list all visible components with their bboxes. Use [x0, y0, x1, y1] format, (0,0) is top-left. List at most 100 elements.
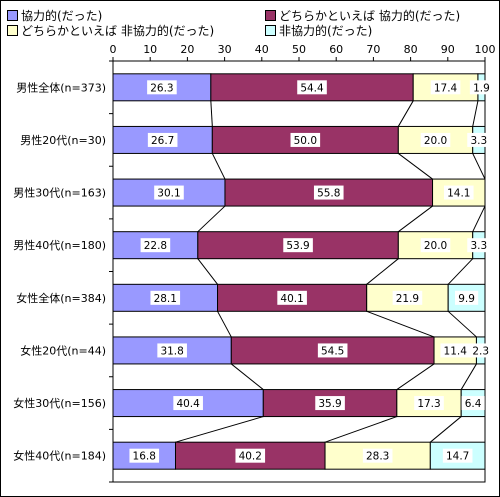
data-label-6-4: 2.3 — [472, 345, 489, 357]
data-label-1-4: 1.9 — [473, 82, 490, 94]
legend-label-1: 協力的(だった) — [21, 9, 103, 23]
x-tick-label-30: 30 — [218, 43, 232, 56]
category-label-1: 男性全体(n=373) — [16, 80, 106, 94]
data-label-4-4: 3.3 — [471, 240, 488, 252]
series-line-3-0 — [197, 258, 218, 285]
data-label-7-4: 6.4 — [465, 398, 482, 410]
data-label-5-3: 21.9 — [396, 293, 419, 305]
data-label-6-2: 54.5 — [321, 345, 344, 357]
series-line-3-2 — [447, 258, 474, 285]
data-label-bg-7-1 — [173, 396, 203, 411]
x-tick-label-50: 50 — [292, 43, 306, 56]
category-label-5: 女性全体(n=384) — [16, 291, 106, 305]
legend-label-2: どちらかといえば 協力的(だった) — [279, 9, 461, 23]
data-label-bg-2-3 — [420, 132, 451, 147]
category-label-3: 男性30代(n=163) — [13, 186, 106, 200]
data-label-4-2: 53.9 — [286, 240, 309, 252]
series-line-1-0 — [211, 153, 226, 180]
data-label-bg-2-1 — [147, 132, 178, 147]
legend-swatch-2 — [265, 10, 276, 21]
data-label-8-2: 40.2 — [239, 451, 262, 463]
legend-label-4: 非協力的(だった) — [279, 24, 373, 38]
data-label-bg-6-4 — [469, 343, 493, 358]
series-line-1-2 — [472, 153, 486, 180]
x-tick-label-90: 90 — [441, 43, 455, 56]
data-label-2-3: 20.0 — [424, 135, 447, 147]
data-label-bg-7-3 — [414, 396, 444, 411]
x-tick-label-20: 20 — [180, 43, 194, 56]
series-line-6-1 — [324, 416, 398, 443]
data-label-3-1: 30.1 — [157, 188, 180, 200]
data-label-3-3: 14.1 — [447, 188, 470, 200]
x-tick-label-60: 60 — [329, 43, 343, 56]
series-line-4-2 — [447, 310, 477, 338]
data-label-8-3: 28.3 — [366, 451, 389, 463]
data-label-bg-4-3 — [420, 238, 451, 253]
legend-item-4: 非協力的(だった) — [265, 22, 372, 39]
series-line-4-1 — [366, 310, 435, 338]
category-label-8: 女性40代(n=184) — [13, 449, 106, 463]
series-line-0-0 — [210, 100, 213, 127]
legend-swatch-1 — [7, 10, 18, 21]
series-line-2-2 — [472, 205, 486, 232]
data-label-bg-5-1 — [150, 290, 181, 305]
series-line-1-1 — [398, 153, 433, 180]
data-label-bg-1-1 — [147, 80, 177, 95]
data-label-7-2: 35.9 — [318, 398, 341, 410]
legend-item-2: どちらかといえば 協力的(だった) — [265, 7, 460, 24]
data-label-5-2: 40.1 — [280, 293, 303, 305]
data-label-1-3: 17.4 — [434, 82, 458, 94]
series-line-2-0 — [197, 205, 226, 233]
data-label-3-2: 55.8 — [317, 188, 340, 200]
data-label-bg-7-2 — [315, 396, 345, 411]
data-label-bg-6-1 — [157, 343, 187, 358]
data-label-bg-8-3 — [362, 448, 393, 463]
legend-swatch-3 — [7, 25, 18, 36]
series-line-6-2 — [429, 416, 462, 443]
x-tick-label-40: 40 — [255, 43, 269, 56]
series-line-6-0 — [175, 416, 264, 443]
data-label-bg-6-2 — [317, 343, 348, 358]
data-label-bg-1-3 — [430, 80, 461, 95]
data-label-5-1: 28.1 — [154, 293, 177, 305]
data-label-bg-4-1 — [140, 238, 171, 253]
series-line-5-0 — [230, 363, 264, 390]
data-label-bg-8-4 — [442, 448, 473, 463]
category-label-4: 男性40代(n=180) — [13, 238, 106, 252]
plot-area — [112, 60, 486, 483]
category-label-2: 男性20代(n=30) — [20, 133, 106, 147]
data-label-2-4: 3.3 — [471, 135, 488, 147]
x-tick-label-100: 100 — [475, 43, 496, 56]
series-line-2-1 — [398, 205, 433, 233]
data-label-bg-7-4 — [461, 396, 485, 411]
data-label-1-2: 54.4 — [300, 82, 324, 94]
legend-item-3: どちらかといえば 非協力的(だった) — [7, 22, 214, 39]
x-tick-label-70: 70 — [366, 43, 380, 56]
data-label-bg-4-2 — [283, 238, 313, 253]
series-line-5-2 — [460, 363, 477, 390]
data-label-bg-5-3 — [392, 290, 423, 305]
legend-label-3: どちらかといえば 非協力的(だった) — [21, 24, 215, 38]
series-line-0-1 — [397, 100, 414, 127]
data-label-2-2: 50.0 — [294, 135, 317, 147]
data-label-bg-1-4 — [469, 80, 494, 95]
data-label-7-1: 40.4 — [176, 398, 200, 410]
data-label-5-4: 9.9 — [458, 293, 475, 305]
data-label-4-1: 22.8 — [144, 240, 167, 252]
data-label-bg-1-2 — [297, 80, 327, 95]
data-label-2-1: 26.7 — [151, 135, 174, 147]
category-label-7: 女性30代(n=156) — [13, 396, 106, 410]
data-label-bg-2-2 — [290, 132, 321, 147]
data-label-bg-6-3 — [440, 343, 471, 358]
data-label-bg-4-4 — [467, 238, 491, 253]
x-tick-label-0: 0 — [110, 43, 117, 56]
data-label-bg-5-2 — [277, 290, 307, 305]
series-line-5-1 — [396, 363, 435, 390]
x-tick-label-10: 10 — [143, 43, 157, 56]
data-label-bg-8-1 — [129, 448, 160, 463]
data-label-6-3: 11.4 — [444, 345, 468, 357]
data-label-8-1: 16.8 — [133, 451, 156, 463]
data-label-bg-3-2 — [313, 185, 344, 200]
data-label-7-3: 17.3 — [417, 398, 440, 410]
